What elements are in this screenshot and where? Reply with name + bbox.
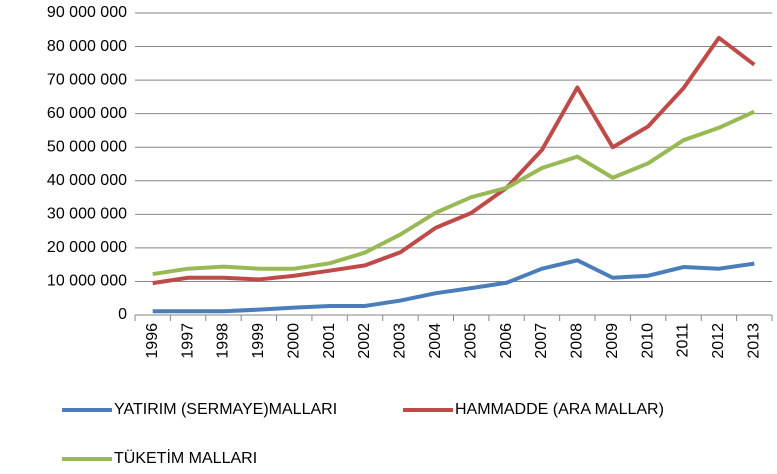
x-tick-label: 2006 — [498, 323, 515, 359]
x-tick-label: 2003 — [392, 323, 409, 359]
x-tick-label: 2007 — [533, 323, 550, 359]
y-tick-label: 0 — [118, 306, 127, 323]
x-tick-label: 2002 — [356, 323, 373, 359]
x-tick-label: 2010 — [639, 323, 656, 359]
y-tick-label: 40 000 000 — [47, 172, 127, 189]
x-tick-label: 2009 — [604, 323, 621, 359]
x-tick-label: 2001 — [321, 323, 338, 359]
y-tick-label: 50 000 000 — [47, 138, 127, 155]
y-tick-label: 20 000 000 — [47, 239, 127, 256]
legend-label: YATIRIM (SERMAYE)MALLARI — [114, 401, 337, 418]
legend-label: HAMMADDE (ARA MALLAR) — [455, 401, 664, 418]
series-line — [152, 258, 755, 314]
y-tick-label: 60 000 000 — [47, 105, 127, 122]
x-tick-label: 2000 — [285, 323, 302, 359]
x-tick-label: 1996 — [144, 323, 161, 359]
x-tick-label: 2012 — [710, 323, 727, 359]
x-tick-label: 1999 — [250, 323, 267, 359]
y-tick-label: 30 000 000 — [47, 206, 127, 223]
x-tick-label: 2005 — [462, 323, 479, 359]
y-tick-label: 90 000 000 — [47, 4, 127, 21]
series-line — [152, 109, 756, 277]
x-tick-label: 2013 — [746, 323, 763, 359]
series-line — [152, 35, 756, 286]
y-tick-label: 70 000 000 — [47, 71, 127, 88]
x-tick-label: 2011 — [675, 323, 692, 358]
x-tick-label: 1997 — [179, 323, 196, 359]
y-tick-label: 80 000 000 — [47, 38, 127, 55]
x-tick-label: 2004 — [427, 323, 444, 359]
x-tick-label: 2008 — [569, 323, 586, 359]
y-tick-label: 10 000 000 — [47, 273, 127, 290]
x-tick-label: 1998 — [215, 323, 232, 359]
legend-label: TÜKETİM MALLARI — [114, 448, 257, 467]
